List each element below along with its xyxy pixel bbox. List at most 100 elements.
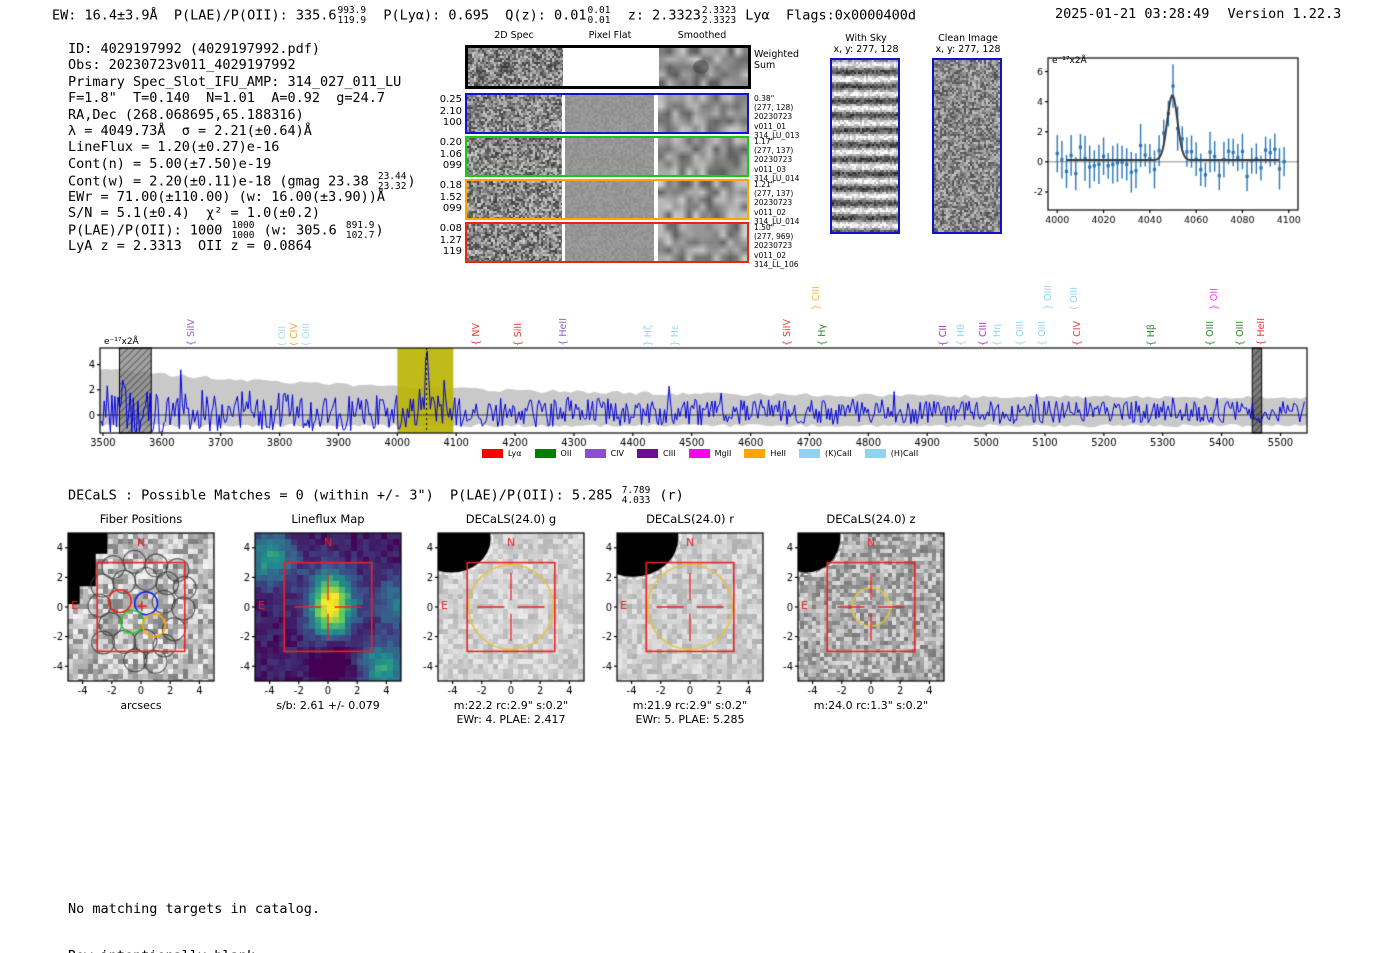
fiber-id-line: (277, 969) bbox=[754, 232, 794, 242]
legend-label: CIV bbox=[610, 449, 624, 458]
with-sky-title: With Sky x, y: 277, 128 bbox=[826, 33, 906, 55]
fiber-weight-value: 119 bbox=[442, 246, 462, 257]
fiber-cutout-row-2 bbox=[465, 136, 749, 177]
line-annotation-OIII: } OIII bbox=[1043, 285, 1054, 310]
report-version: Version 1.22.3 bbox=[1227, 6, 1342, 22]
inset-units-label: e⁻¹⁷x2Å bbox=[1052, 56, 1087, 66]
legend-item-CIV: CIV bbox=[584, 449, 624, 458]
legend-label: Lyα bbox=[507, 449, 522, 458]
fiber-cutout-row-4 bbox=[465, 222, 749, 263]
fiber-id-line: v011_02 bbox=[754, 207, 787, 217]
fiber-id-line: 20230723 bbox=[754, 112, 793, 122]
uncertainty-lower: 0.01 bbox=[587, 14, 611, 26]
legend-label: OII bbox=[560, 449, 572, 458]
legend-swatch bbox=[636, 449, 658, 458]
text-segment: λ = 4049.73Å σ = 2.21(±0.64)Å bbox=[68, 122, 312, 139]
info-line-10: EWr = 71.00(±110.00) (w: 16.00(±3.90))Å bbox=[68, 189, 416, 205]
fiber-row-weights-1: 0.25 2.10 100 bbox=[408, 94, 462, 129]
fiber-cutout-row-3-pixelflat bbox=[565, 181, 654, 218]
text-segment: Primary Spec_Slot_IFU_AMP: 314_027_011_L… bbox=[68, 73, 402, 90]
legend-item-MgII: MgII bbox=[688, 449, 732, 458]
info-line-6: λ = 4049.73Å σ = 2.21(±0.64)Å bbox=[68, 123, 416, 139]
uncertainty-upper: 23.44 bbox=[377, 171, 407, 183]
clean-image bbox=[932, 58, 1002, 234]
text-segment: ) bbox=[407, 173, 416, 190]
stacked-uncertainty: 7.789 4.033 bbox=[622, 486, 651, 505]
fiber-id-line: 0.38" bbox=[754, 94, 775, 103]
fiber-row-id-3: 1.21" (277, 137) 20230723 v011_02 314_LU_014 bbox=[754, 180, 799, 226]
text-segment: Cont(n) = 5.00(±7.50)e-19 bbox=[68, 155, 272, 172]
text-segment: ID: 4029197992 (4029197992.pdf) bbox=[68, 41, 320, 57]
panel-title-fiber: Fiber Positions bbox=[99, 512, 183, 526]
timestamp-version: 2025-01-21 03:28:49 Version 1.22.3 bbox=[1055, 6, 1341, 22]
text-segment: RA,Dec (268.068695,65.188316) bbox=[68, 106, 304, 123]
info-line-8: Cont(n) = 5.00(±7.50)e-19 bbox=[68, 156, 416, 172]
uncertainty-upper: 993.9 bbox=[337, 5, 367, 16]
clean-image-title: Clean Image x, y: 277, 128 bbox=[928, 33, 1008, 55]
cutout-panel-row: Fiber Positions arcsecs Lineflux Map s/b: 2… bbox=[0, 505, 1400, 735]
fiber-row-weights-3: 0.18 1.52 099 bbox=[408, 180, 462, 215]
legend-swatch bbox=[744, 449, 766, 458]
fiber-cutout-row-3 bbox=[465, 179, 749, 220]
fiber-weight-value: 100 bbox=[442, 117, 462, 128]
text-segment: DECaLS : Possible Matches = 0 (within +/… bbox=[68, 487, 621, 504]
fiber-id-line: (277, 128) bbox=[754, 103, 794, 113]
panel-caption-img_g-1: m:22.2 rc:2.9" s:0.2" bbox=[453, 699, 569, 712]
fiber-cutout-row-3-spec2d bbox=[467, 181, 562, 218]
text-segment: LineFlux = 1.20(±0.27)e-16 bbox=[68, 139, 280, 156]
panel-image-fiber bbox=[38, 529, 238, 719]
info-line-13: LyA z = 2.3313 OII z = 0.0864 bbox=[68, 238, 416, 254]
fiber-cutout-row-1-spec2d bbox=[467, 95, 562, 132]
line-annotation-OIII: ( OIII bbox=[1069, 287, 1080, 310]
weighted-row-pixelflat bbox=[566, 48, 655, 86]
uncertainty-lower: 102.7 bbox=[345, 229, 375, 241]
info-line-4: F=1.8" T=0.140 N=1.01 A=0.92 g=24.7 bbox=[68, 90, 416, 106]
fiber-row-id-2: 1.17" (277, 137) 20230723 v011_03 314_LU_014 bbox=[754, 137, 799, 183]
fiber-id-line: 314_LU_013 bbox=[754, 130, 800, 140]
text-segment: Obs: 20230723v011_4029197992 bbox=[68, 57, 296, 74]
text-segment: P(LAE)/P(OII): 1000 bbox=[68, 222, 231, 239]
legend-item-OII: OII bbox=[534, 449, 572, 458]
weighted-row-spec2d bbox=[468, 48, 563, 86]
line-fit-inset-plot bbox=[1014, 50, 1314, 235]
fiber-cutout-row-3-smoothed bbox=[658, 181, 747, 218]
stacked-uncertainty: 1000 1000 bbox=[232, 221, 255, 240]
text-segment: P(Lyα): 0.695 Q(z): 0.01 bbox=[367, 7, 587, 24]
fiber-id-line: 1.17" bbox=[754, 137, 775, 146]
legend-label: (K)CaII bbox=[825, 449, 852, 458]
weighted-sum-label-line: Sum bbox=[754, 60, 776, 71]
weighted-row bbox=[465, 45, 751, 89]
info-line-1: ID: 4029197992 (4029197992.pdf) bbox=[68, 41, 416, 57]
cutout-col-header: Smoothed bbox=[677, 30, 727, 41]
panel-title-lineflux: Lineflux Map bbox=[291, 512, 365, 526]
fiber-id-line: v011_01 bbox=[754, 121, 787, 131]
panel-caption-img_r-2: EWr: 5. PLAE: 5.285 bbox=[635, 713, 745, 726]
fiber-id-line: v011_02 bbox=[754, 250, 787, 260]
spectrum-units-label: e⁻¹⁷x2Å bbox=[104, 337, 139, 347]
weighted-sum-label: Weighted Sum bbox=[754, 49, 799, 71]
stacked-uncertainty: 891.9 102.7 bbox=[346, 221, 375, 240]
with-sky-coords: x, y: 277, 128 bbox=[833, 44, 899, 55]
uncertainty-lower: 119.9 bbox=[337, 14, 367, 26]
fiber-weight-value: 099 bbox=[442, 160, 462, 171]
fiber-weight-value: 1.27 bbox=[439, 234, 462, 246]
uncertainty-upper: 0.01 bbox=[587, 5, 611, 16]
fiber-id-line: (277, 137) bbox=[754, 189, 794, 199]
fiber-weight-value: 0.18 bbox=[439, 180, 462, 191]
legend-label: MgII bbox=[714, 449, 732, 458]
catalog-footer-note: No matching targets in catalog. Row inte… bbox=[68, 871, 320, 953]
cutout-col-header: 2D Spec bbox=[494, 30, 534, 41]
stacked-uncertainty: 23.44 23.32 bbox=[378, 172, 407, 191]
uncertainty-lower: 2.3323 bbox=[701, 14, 737, 26]
stacked-uncertainty: 0.01 0.01 bbox=[588, 6, 611, 25]
line-annotation-CIII: } CIII bbox=[811, 285, 822, 310]
legend-label: (H)CaII bbox=[890, 449, 919, 458]
panel-title-img_r: DECaLS(24.0) r bbox=[646, 512, 734, 526]
legend-swatch bbox=[799, 449, 821, 458]
fiber-row-id-1: 0.38" (277, 128) 20230723 v011_01 314_LU_013 bbox=[754, 94, 799, 140]
fiber-row-id-4: 1.50" (277, 969) 20230723 v011_02 314_LL_106 bbox=[754, 223, 799, 269]
info-line-12: P(LAE)/P(OII): 1000 1000 1000 (w: 305.6 8… bbox=[68, 221, 416, 240]
line-annotation-OII: } OII bbox=[1209, 287, 1220, 310]
fiber-id-line: 20230723 bbox=[754, 241, 793, 251]
